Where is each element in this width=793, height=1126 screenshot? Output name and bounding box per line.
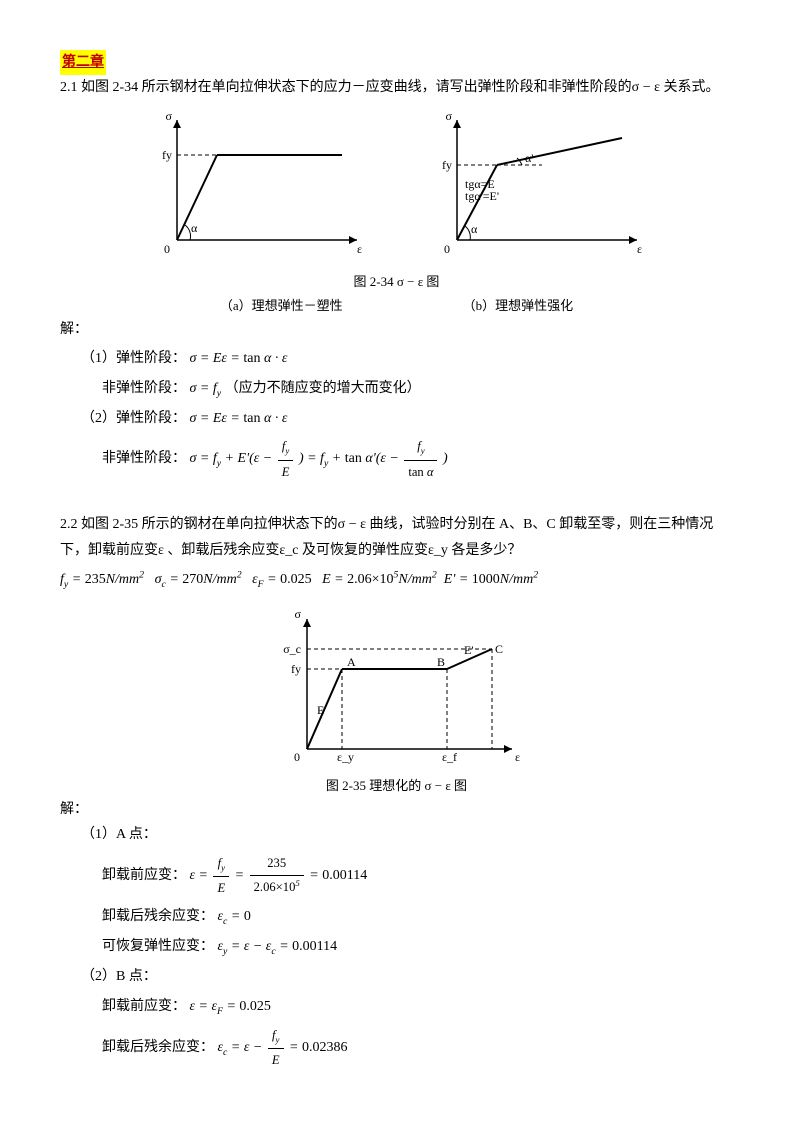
alpha-label: α <box>191 221 198 235</box>
sol-22-A-2: 卸载后残余应变： εc = 0 <box>60 904 733 930</box>
sol-21-2b-eq: σ = fy + E'(ε − fyE ) = fy + tan α'(ε − … <box>190 451 448 466</box>
sol-22-A-1-label: 卸载前应变： <box>102 868 186 883</box>
origin-235: 0 <box>294 750 300 764</box>
sol-21-1b-eq: σ = fy <box>190 381 222 396</box>
problem-2-1-text: 2.1 如图 2-34 所示钢材在单向拉伸状态下的应力－应变曲线，请写出弹性阶段… <box>60 75 733 100</box>
eps-y-tick: ε_y <box>337 750 354 764</box>
diagram-2-35: σ ε 0 fy σ_c A B C E E' ε_y ε_f <box>267 604 527 774</box>
sol-21-2b: 非弹性阶段： σ = fy + E'(ε − fyE ) = fy + tan … <box>60 435 733 483</box>
sol-21-2a: （2）弹性阶段： σ = Eε = tan α · ε <box>60 406 733 431</box>
problem-2-2-params: fy = 235N/mm2 σc = 270N/mm2 εF = 0.025 E… <box>60 567 733 594</box>
figure-2-35: σ ε 0 fy σ_c A B C E E' ε_y ε_f <box>60 604 733 774</box>
subcaption-a: （a）理想弹性－塑性 <box>220 294 343 317</box>
E-label: E <box>317 703 324 717</box>
sol-22-A-3-eq: εy = ε − εc = 0.00114 <box>218 939 338 954</box>
sol-22-A-1: 卸载前应变： ε = fyE = 2352.06×105 = 0.00114 <box>60 852 733 900</box>
sol-22-B-2: 卸载后残余应变： εc = ε − fyE = 0.02386 <box>60 1024 733 1072</box>
sol-22-B-1: 卸载前应变： ε = εF = 0.025 <box>60 994 733 1020</box>
sol-21-2a-eq: σ = Eε = tan α · ε <box>190 411 288 426</box>
sol-22-B-2-label: 卸载后残余应变： <box>102 1040 214 1055</box>
fig-2-34-caption: 图 2-34 σ − ε 图 <box>60 270 733 293</box>
eps-f-tick: ε_f <box>442 750 457 764</box>
fy-label-b: fy <box>442 158 452 172</box>
sol-21-1a: （1）弹性阶段： σ = Eε = tan α · ε <box>60 346 733 371</box>
fy-label: fy <box>162 148 172 162</box>
alpha-prime-label: α' <box>525 151 533 165</box>
solution-label-22: 解： <box>60 797 733 822</box>
sol-21-2a-label: （2）弹性阶段： <box>81 411 186 426</box>
origin-label: 0 <box>164 242 170 256</box>
sigma-axis-235: σ <box>294 607 301 621</box>
solution-label-21: 解： <box>60 317 733 342</box>
epsilon-axis-label: ε <box>357 242 362 256</box>
sol-21-1b-note: （应力不随应变的增大而变化） <box>225 381 421 396</box>
sol-22-B-1-label: 卸载前应变： <box>102 999 186 1014</box>
chapter-heading: 第二章 <box>60 50 733 75</box>
sol-21-1a-label: （1）弹性阶段： <box>81 351 186 366</box>
fig-2-34-subcaptions: （a）理想弹性－塑性 （b）理想弹性强化 <box>60 294 733 317</box>
sol-22-A-title: （1）A 点： <box>60 822 733 847</box>
diagram-a-ideal-elastic-plastic: α σ ε fy 0 <box>147 110 367 260</box>
point-B-label: B <box>437 655 445 669</box>
chapter-title: 第二章 <box>60 50 106 75</box>
sol-22-B-title: （2）B 点： <box>60 964 733 989</box>
sol-21-1a-eq: σ = Eε = tan α · ε <box>190 351 288 366</box>
sigma-axis-label: σ <box>165 110 172 123</box>
origin-label-b: 0 <box>444 242 450 256</box>
tga-prime-label: tgα'=E' <box>465 189 499 203</box>
sol-21-1b: 非弹性阶段： σ = fy （应力不随应变的增大而变化） <box>60 376 733 402</box>
sol-22-B-1-eq: ε = εF = 0.025 <box>190 999 271 1014</box>
sol-21-1b-label: 非弹性阶段： <box>102 381 186 396</box>
fy-axis-235: fy <box>291 662 301 676</box>
sigma-axis-label-b: σ <box>445 110 452 123</box>
point-A-label: A <box>347 655 356 669</box>
sol-22-A-3-label: 可恢复弹性应变： <box>102 939 214 954</box>
sigmac-axis-235: σ_c <box>283 642 301 656</box>
Eprime-label: E' <box>464 643 474 657</box>
fig-2-35-caption: 图 2-35 理想化的 σ − ε 图 <box>60 774 733 797</box>
figure-2-34: α σ ε fy 0 α α' tgα=E tgα'=E' σ ε fy 0 <box>60 110 733 260</box>
sol-21-2b-label: 非弹性阶段： <box>102 451 186 466</box>
problem-2-2-text: 2.2 如图 2-35 所示的钢材在单向拉伸状态下的σ − ε 曲线，试验时分别… <box>60 512 733 562</box>
point-C-label: C <box>495 642 503 656</box>
subcaption-b: （b）理想弹性强化 <box>463 294 574 317</box>
sol-22-A-2-eq: εc = 0 <box>218 909 251 924</box>
sol-22-A-2-label: 卸载后残余应变： <box>102 909 214 924</box>
epsilon-axis-label-b: ε <box>637 242 642 256</box>
epsilon-axis-235: ε <box>515 750 520 764</box>
sol-22-A-1-eq: ε = fyE = 2352.06×105 = 0.00114 <box>190 868 368 883</box>
sol-22-B-2-eq: εc = ε − fyE = 0.02386 <box>218 1040 348 1055</box>
diagram-b-ideal-elastic-hardening: α α' tgα=E tgα'=E' σ ε fy 0 <box>427 110 647 260</box>
alpha-label-b: α <box>471 222 478 236</box>
sol-22-A-3: 可恢复弹性应变： εy = ε − εc = 0.00114 <box>60 934 733 960</box>
